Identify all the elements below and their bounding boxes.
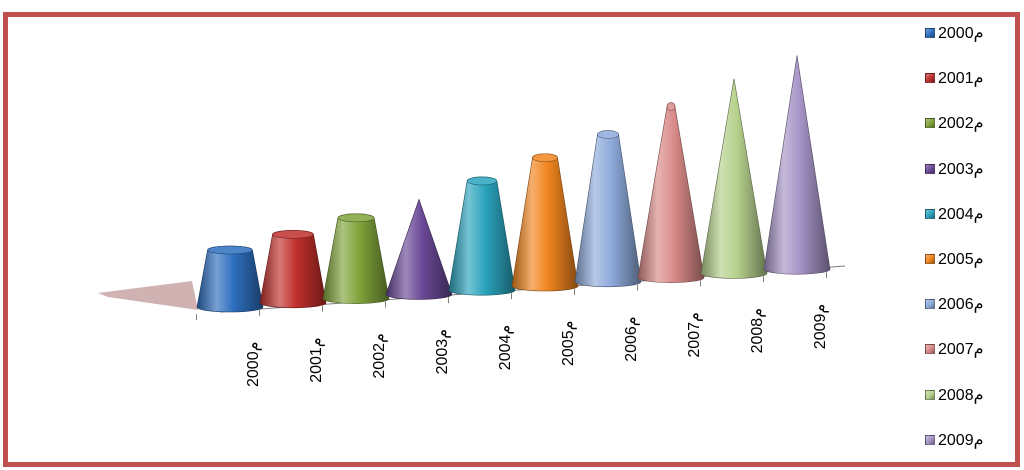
cone-top <box>466 176 498 186</box>
legend-label: م2002 <box>938 115 984 133</box>
cone-م2006 <box>574 130 642 288</box>
legend-swatch <box>925 254 935 264</box>
cone-م2003 <box>385 198 453 300</box>
cone-top <box>272 230 314 239</box>
cone-top <box>337 213 375 223</box>
x-tick-label: م2008 <box>749 308 766 354</box>
cone-top <box>597 130 619 139</box>
x-tick-label: م2000 <box>245 342 262 388</box>
cone-body <box>196 245 264 313</box>
legend-label: م2001 <box>938 70 984 88</box>
x-tick-label: م2002 <box>371 333 388 379</box>
x-tick-label: م2003 <box>434 329 451 375</box>
legend-swatch <box>925 163 935 174</box>
cone-م2002 <box>322 213 390 304</box>
legend-label: م2007 <box>938 341 984 359</box>
cone-body <box>322 213 390 304</box>
cone-top <box>666 102 676 111</box>
legend-swatch <box>925 344 935 355</box>
cone-body <box>385 198 453 300</box>
cones-group <box>196 55 831 313</box>
legend-label: م2009 <box>938 431 984 449</box>
cone-body <box>763 55 831 275</box>
legend-item: م2002 <box>925 112 984 134</box>
legend-item: م2005 <box>925 248 984 270</box>
cone-body <box>511 153 579 292</box>
x-axis-labels: م2000 م2001 م2002 م2003 م2004 م2005 م2006 م2007… <box>245 304 829 387</box>
legend-label: م2004 <box>938 205 984 223</box>
x-tick-label: م2004 <box>497 325 514 371</box>
x-tick-label: م2006 <box>623 316 640 362</box>
legend-item: م2001 <box>925 67 984 89</box>
legend-item: م2003 <box>925 158 984 180</box>
legend-swatch <box>925 73 935 84</box>
cone-body <box>700 78 768 279</box>
cone-م2001 <box>259 230 327 309</box>
x-tick-label: م2001 <box>308 337 325 383</box>
cone-chart: م2000 م2001 م2002 م2003 م2004 م2005 م2006 م2007… <box>98 55 846 387</box>
cone-م2009 <box>763 55 831 275</box>
legend-item: م2007 <box>925 338 984 360</box>
cone-م2007 <box>637 102 705 283</box>
legend-swatch <box>925 389 935 400</box>
legend-swatch <box>925 434 935 445</box>
legend-swatch <box>925 28 935 38</box>
legend-label: م2003 <box>938 160 984 178</box>
legend-label: م2000 <box>938 25 984 42</box>
cone-م2005 <box>511 153 579 292</box>
cone-body <box>448 176 516 296</box>
legend-item: م2000 <box>925 22 984 44</box>
legend-label: م2006 <box>938 296 984 314</box>
cone-body <box>637 102 705 283</box>
cone-top <box>207 245 253 255</box>
legend-item: م2008 <box>925 384 984 406</box>
chart-floor <box>98 281 198 310</box>
x-tick-label: م2007 <box>686 312 703 358</box>
cone-م2008 <box>700 78 768 279</box>
legend-swatch <box>925 118 935 129</box>
x-tick-label: م2009 <box>812 304 829 350</box>
legend-swatch <box>925 208 935 219</box>
legend-label: م2008 <box>938 386 984 404</box>
x-tick-label: م2005 <box>560 321 577 367</box>
cone-body <box>259 230 327 309</box>
legend-item: م2004 <box>925 203 984 225</box>
legend-swatch <box>925 299 935 310</box>
cone-م2000 <box>196 245 264 313</box>
chart-frame <box>3 12 1020 467</box>
cone-body <box>574 130 642 288</box>
legend-label: م2005 <box>938 251 984 268</box>
legend-item: م2009 <box>925 429 984 451</box>
cone-م2004 <box>448 176 516 296</box>
cone-top <box>532 153 558 163</box>
x-axis-ticks <box>196 272 827 321</box>
legend-item: م2006 <box>925 293 984 315</box>
